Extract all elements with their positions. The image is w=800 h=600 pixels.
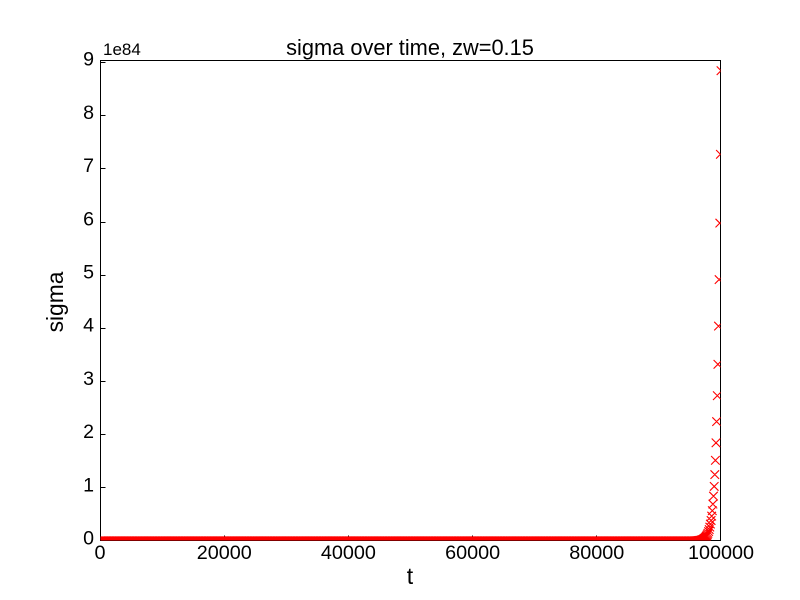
svg-text:40000: 40000 xyxy=(321,542,376,564)
svg-text:20000: 20000 xyxy=(197,542,252,564)
svg-text:7: 7 xyxy=(83,155,94,177)
svg-text:2: 2 xyxy=(83,421,94,443)
svg-text:80000: 80000 xyxy=(569,542,624,564)
svg-text:0: 0 xyxy=(83,528,94,550)
svg-text:1: 1 xyxy=(83,474,94,496)
svg-text:6: 6 xyxy=(83,208,94,230)
svg-text:100000: 100000 xyxy=(688,542,754,564)
svg-text:60000: 60000 xyxy=(445,542,500,564)
svg-text:sigma over time, zw=0.15: sigma over time, zw=0.15 xyxy=(286,35,534,60)
svg-text:0: 0 xyxy=(94,542,105,564)
svg-text:sigma: sigma xyxy=(42,271,68,332)
svg-text:8: 8 xyxy=(83,102,94,124)
svg-text:4: 4 xyxy=(83,315,94,337)
svg-text:t: t xyxy=(407,563,414,589)
svg-text:5: 5 xyxy=(83,262,94,284)
svg-text:1e84: 1e84 xyxy=(103,40,141,59)
svg-text:9: 9 xyxy=(83,49,94,71)
svg-text:3: 3 xyxy=(83,368,94,390)
